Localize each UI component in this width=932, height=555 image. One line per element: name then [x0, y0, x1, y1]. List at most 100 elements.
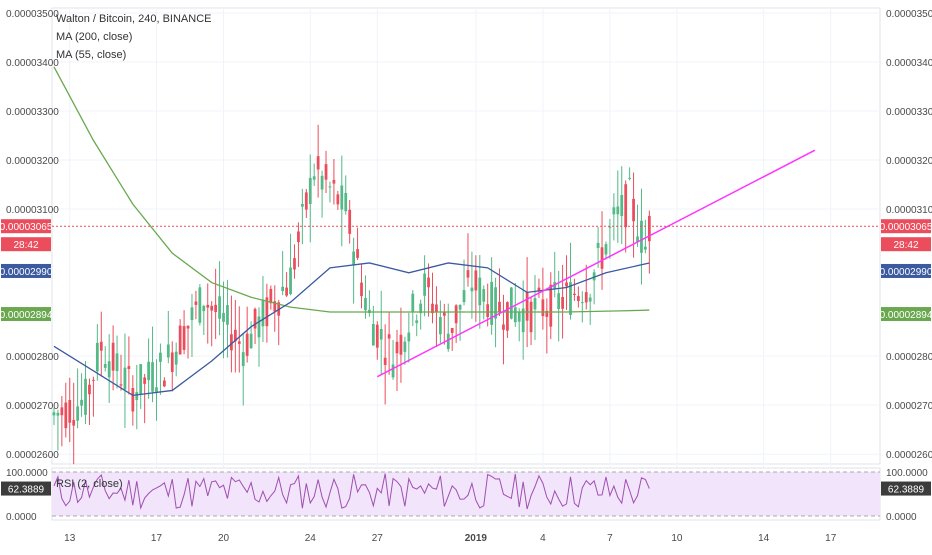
candle-body	[588, 297, 592, 302]
candle-body	[513, 307, 517, 323]
y-tick-label-right: 0.00003500	[886, 9, 932, 20]
ma55-label-right: 0.00002990	[880, 267, 932, 278]
candle-body	[415, 320, 419, 324]
legend-ma200: MA (200, close)	[56, 31, 133, 43]
candle-body	[545, 310, 549, 317]
candle-body	[273, 301, 277, 312]
candle-body	[84, 378, 87, 415]
candle-body	[147, 361, 150, 381]
candle-body	[174, 351, 178, 365]
candle-body	[403, 341, 407, 352]
candle-body	[454, 305, 458, 324]
candle-body	[304, 192, 308, 210]
candle-body	[502, 324, 505, 330]
candle-body	[636, 236, 639, 242]
candle-body	[537, 287, 541, 291]
candle-body	[103, 364, 107, 368]
candle-body	[371, 324, 375, 346]
candle-body	[348, 209, 352, 234]
y-tick-label-right: 0.00003400	[886, 58, 932, 69]
candle-body	[170, 352, 174, 372]
candle-body	[387, 334, 391, 339]
current-price-label-right-bg	[881, 219, 931, 234]
candle-body	[584, 292, 588, 303]
candle-body	[486, 304, 490, 317]
y-tick-label-left: 0.00002600	[6, 450, 59, 461]
candle-body	[561, 297, 564, 309]
candle-body	[56, 412, 60, 416]
candle-body	[632, 198, 635, 222]
candle-body	[620, 194, 624, 217]
candle-body	[509, 287, 513, 319]
candle-body	[182, 326, 186, 350]
candle-body	[450, 327, 454, 333]
ma55-label-right-bg	[881, 263, 931, 278]
candle-body	[222, 312, 225, 322]
candle-body	[517, 311, 521, 322]
candle-body	[131, 388, 135, 412]
candle-body	[253, 308, 257, 329]
y-tick-label-right: 0.00002800	[886, 352, 932, 363]
ma55-line	[53, 262, 650, 397]
candle-body	[466, 270, 470, 278]
rsi-legend: RSI (2, close)	[56, 478, 123, 490]
x-tick-label: 14	[758, 533, 770, 544]
x-tick-label: 24	[305, 533, 317, 544]
candle-body	[316, 156, 320, 170]
x-tick-label: 20	[218, 533, 230, 544]
candle-body	[344, 192, 348, 212]
candle-body	[490, 281, 494, 325]
candle-body	[360, 282, 363, 297]
ma55-label-left: 0.00002990	[0, 267, 53, 278]
candle-body	[226, 305, 229, 325]
candle-body	[155, 387, 158, 394]
candle-body	[474, 270, 478, 291]
candle-body	[569, 282, 572, 315]
candle-body	[64, 402, 68, 429]
candle-body	[446, 333, 450, 350]
candle-body	[60, 407, 64, 416]
candle-body	[308, 177, 312, 204]
candle-body	[76, 406, 80, 421]
candle-body	[159, 352, 162, 362]
candle-body	[576, 296, 580, 301]
candle-body	[88, 384, 91, 395]
candle-body	[257, 316, 261, 338]
candle-body	[573, 293, 576, 295]
candle-body	[604, 244, 608, 255]
candle-body	[135, 392, 139, 400]
candle-body	[462, 290, 466, 303]
candle-body	[419, 303, 423, 314]
y-tick-label-right: 0.00002600	[886, 450, 932, 461]
candle-body	[52, 412, 56, 416]
ma200-line	[53, 66, 650, 313]
chart-title: Walton / Bitcoin, 240, BINANCE	[56, 13, 212, 25]
candle-body	[438, 317, 442, 335]
candle-body	[521, 308, 525, 333]
candle-body	[336, 194, 340, 205]
candle-body	[616, 206, 620, 215]
candle-body	[541, 299, 545, 317]
legend: Walton / Bitcoin, 240, BINANCE MA (200, …	[56, 10, 212, 64]
candle-body	[210, 305, 214, 311]
current-price-label-right: 0.00003065	[880, 222, 932, 233]
candle-body	[498, 301, 501, 313]
x-tick-label: 17	[151, 533, 163, 544]
candle-body	[624, 184, 628, 228]
candle-body	[72, 420, 76, 426]
candle-body	[427, 277, 430, 288]
rsi-tick-bottom-left: 0.0000	[6, 512, 37, 523]
rsi-value-label-right: 62.3889	[888, 485, 925, 496]
legend-ma55: MA (55, close)	[56, 49, 127, 61]
candle-body	[99, 341, 103, 351]
candle-body	[332, 179, 336, 184]
candle-body	[218, 296, 221, 319]
candle-body	[261, 299, 265, 327]
candle-body	[391, 364, 395, 378]
y-tick-label-left: 0.00003200	[6, 156, 59, 167]
y-tick-label-left: 0.00003400	[6, 58, 59, 69]
candle-body	[647, 215, 651, 242]
rsi-tick-top-left: 100.0000	[6, 468, 48, 479]
candle-body	[206, 304, 210, 308]
